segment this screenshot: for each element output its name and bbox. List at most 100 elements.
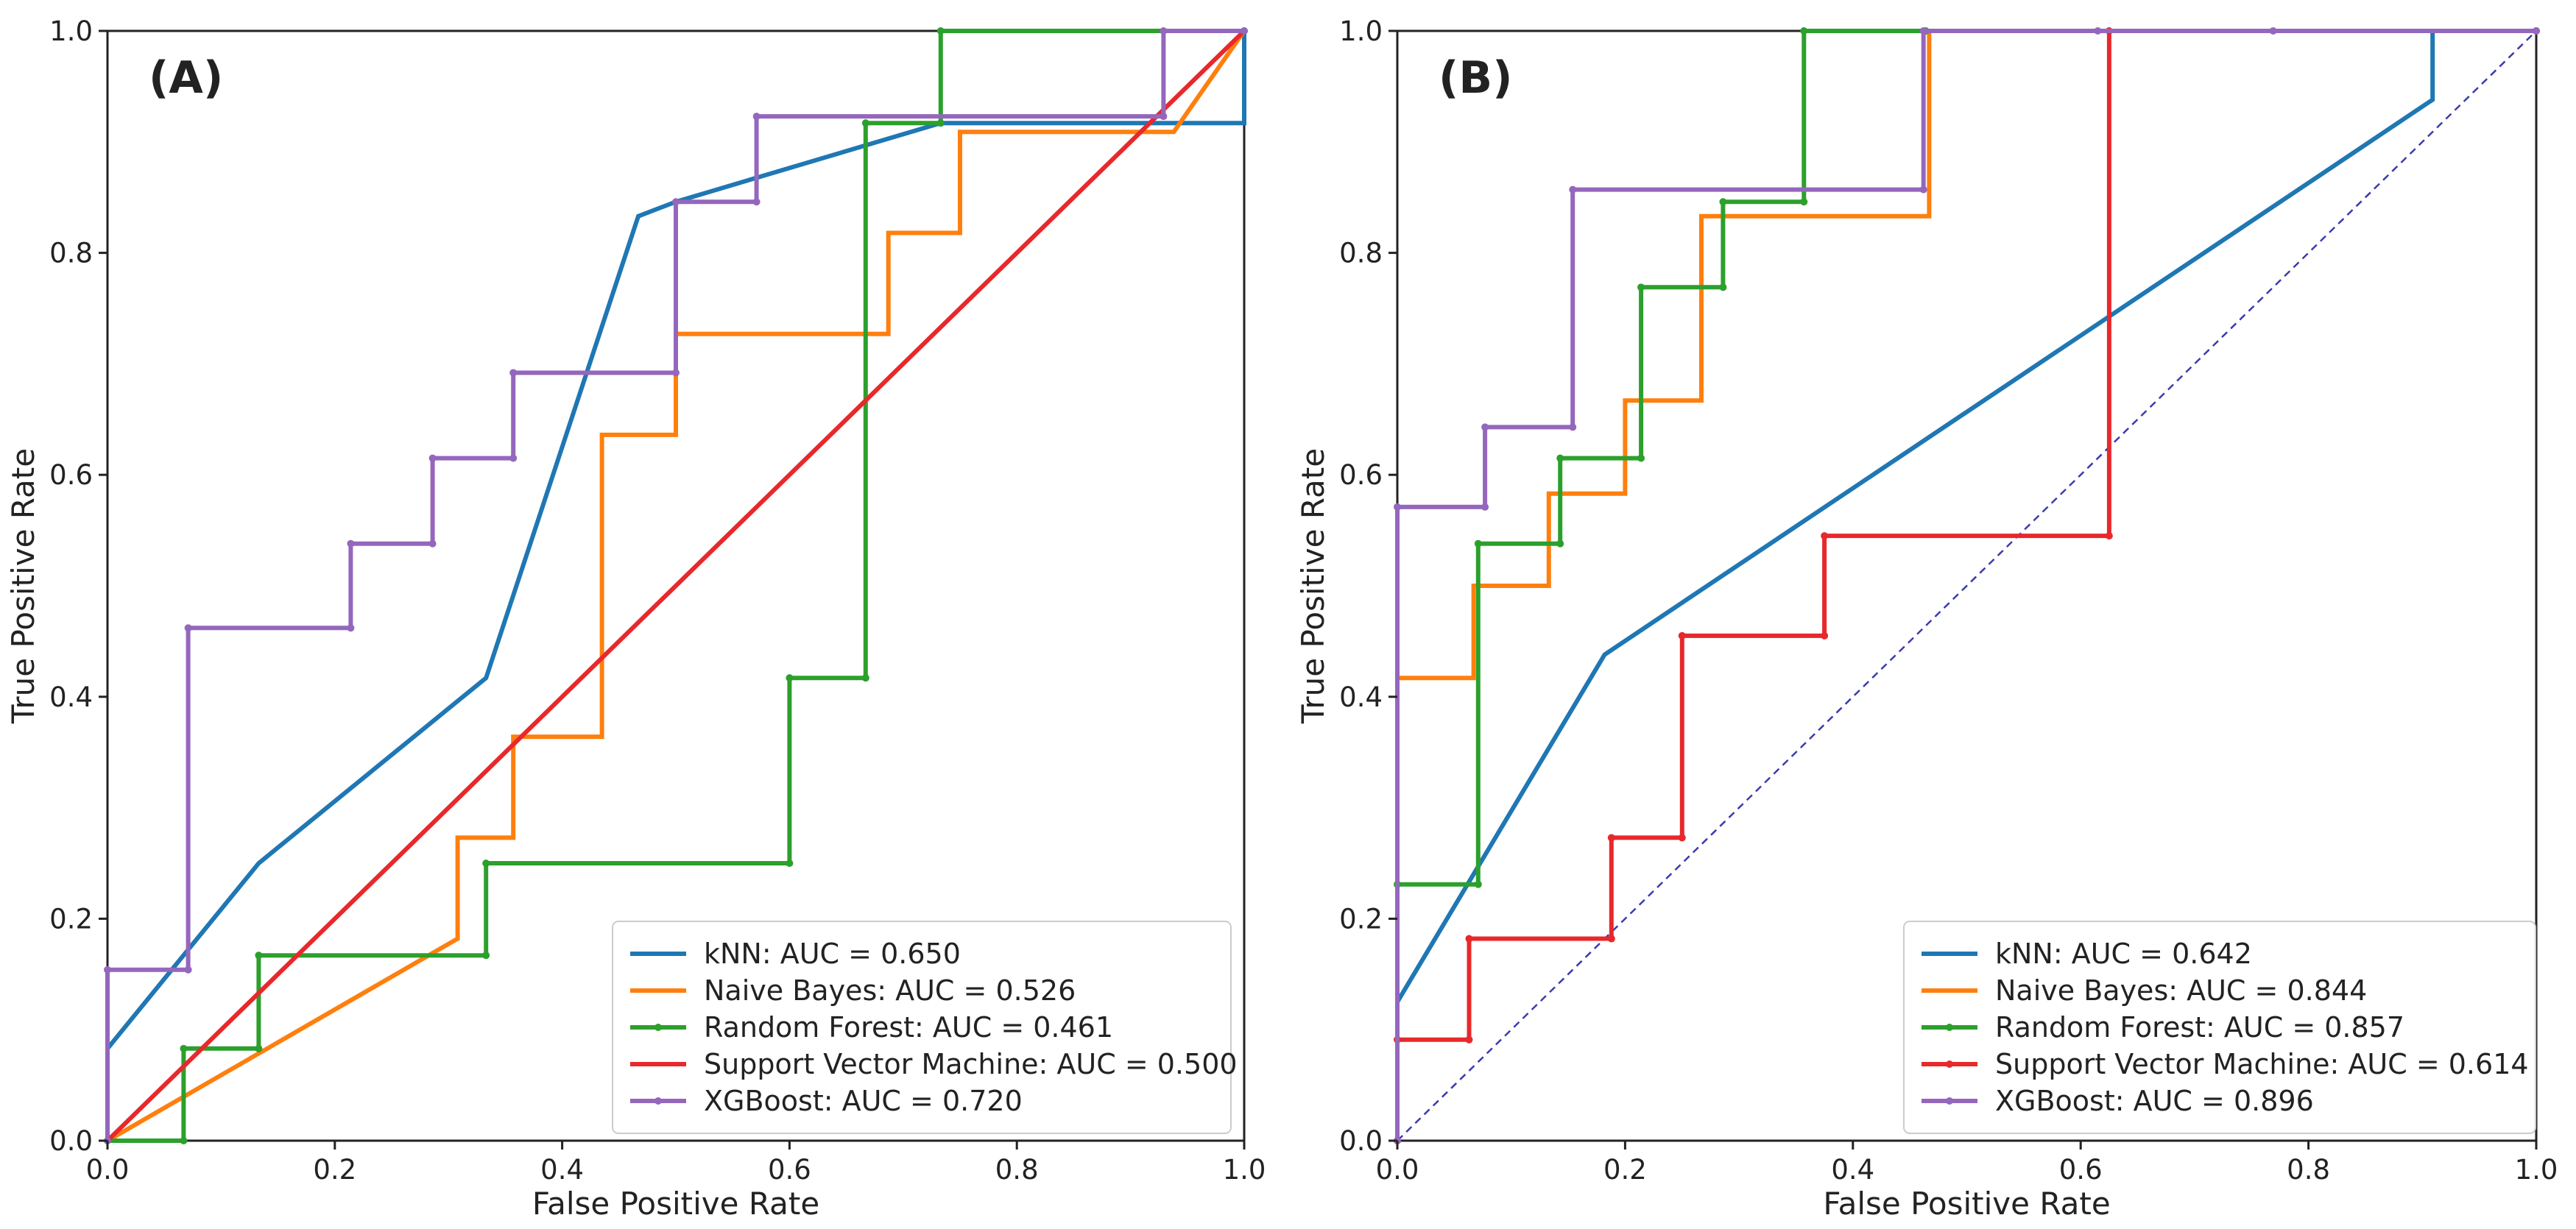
legend-label-naive-bayes: Naive Bayes: AUC = 0.526 (704, 974, 1076, 1007)
legend-entries: kNN: AUC = 0.642 Naive Bayes: AUC = 0.84… (1922, 938, 2529, 1117)
data-point-xgboost (184, 966, 192, 974)
roc-panel-a: 0.0 0.2 0.4 0.6 0.8 1.0 0.0 0.2 0.4 0.6 0.8 1.0 (A)… (5, 15, 1266, 1222)
data-point-random-forest (180, 1137, 188, 1144)
x-tick-label: 0.2 (313, 1154, 356, 1186)
y-tick-label: 0.4 (1339, 681, 1383, 713)
y-tick-label: 0.0 (49, 1125, 93, 1157)
legend-label-xgboost: XGBoost: AUC = 0.720 (704, 1085, 1023, 1117)
legend-marker (1946, 1097, 1953, 1105)
legend-label-random-forest: Random Forest: AUC = 0.857 (1995, 1011, 2404, 1044)
data-point-xgboost (1481, 423, 1489, 431)
panel-label: (A) (149, 52, 223, 104)
legend-label-random-forest: Random Forest: AUC = 0.461 (704, 1011, 1113, 1044)
x-tick-label: 1.0 (2515, 1154, 2558, 1186)
data-point-xgboost (104, 966, 111, 974)
data-point-xgboost (1919, 27, 1927, 35)
data-point-random-forest (255, 1044, 263, 1052)
tick-layer: 0.0 0.2 0.4 0.6 0.8 1.0 0.0 0.2 0.4 0.6 0.8 1.0 (49, 15, 1266, 1186)
y-tick-label: 0.0 (1339, 1125, 1383, 1157)
series-layer (1394, 27, 2540, 1144)
data-point-xgboost (428, 454, 437, 462)
data-point-random-forest (1637, 283, 1645, 291)
chance-diagonal-line (1397, 30, 2537, 1141)
legend-label-svm: Support Vector Machine: AUC = 0.614 (1995, 1048, 2529, 1080)
legend-entry-naive-bayes: Naive Bayes: AUC = 0.844 (1922, 974, 2367, 1007)
data-point-support-vector-machine (1821, 631, 1829, 640)
data-point-random-forest (180, 1044, 188, 1052)
data-point-xgboost (1160, 27, 1168, 35)
y-tick-label: 0.2 (49, 903, 93, 935)
y-tick-label: 0.8 (49, 238, 93, 269)
data-point-xgboost (1160, 113, 1168, 121)
legend-label-naive-bayes: Naive Bayes: AUC = 0.844 (1995, 974, 2367, 1007)
data-point-xgboost (1394, 503, 1401, 511)
legend-entry-random-forest: Random Forest: AUC = 0.461 (630, 1011, 1113, 1044)
data-point-xgboost (1481, 503, 1489, 511)
x-tick-label: 1.0 (1223, 1154, 1266, 1186)
legend-marker (1946, 1060, 1953, 1068)
data-point-support-vector-machine (1821, 532, 1829, 540)
data-point-random-forest (1474, 880, 1482, 888)
data-point-xgboost (2533, 27, 2540, 35)
data-point-xgboost (2094, 27, 2102, 35)
data-point-xgboost (428, 539, 437, 548)
series-layer (104, 27, 1248, 1144)
data-point-xgboost (509, 454, 518, 462)
data-point-xgboost (672, 198, 680, 206)
y-axis-label: True Positive Rate (5, 448, 41, 724)
legend-entry-knn: kNN: AUC = 0.650 (630, 938, 961, 970)
legend-entry-xgboost: XGBoost: AUC = 0.720 (630, 1085, 1023, 1117)
legend-entry-random-forest: Random Forest: AUC = 0.857 (1922, 1011, 2404, 1044)
legend-label-xgboost: XGBoost: AUC = 0.896 (1995, 1085, 2314, 1117)
data-point-random-forest (936, 27, 945, 35)
roc-panel-b: 0.0 0.2 0.4 0.6 0.8 1.0 0.0 0.2 0.4 0.6 0.8 1.0 (B)… (1295, 15, 2558, 1222)
data-point-support-vector-machine (1678, 631, 1686, 640)
plot-frame (106, 29, 1246, 1142)
x-axis-label: False Positive Rate (532, 1186, 819, 1222)
data-point-xgboost (752, 198, 761, 206)
data-point-random-forest (482, 860, 490, 867)
legend-marker (1946, 1024, 1953, 1031)
series-line-support-vector-machine (105, 29, 1246, 1143)
x-tick-label: 0.8 (2287, 1154, 2330, 1186)
legend: kNN: AUC = 0.650 Naive Bayes: AUC = 0.52… (612, 921, 1238, 1134)
y-tick-label: 1.0 (49, 15, 93, 47)
data-point-xgboost (672, 369, 680, 377)
data-point-xgboost (1919, 185, 1927, 194)
x-axis-label: False Positive Rate (1823, 1186, 2110, 1222)
data-point-support-vector-machine (1465, 1035, 1473, 1044)
legend-entries: kNN: AUC = 0.650 Naive Bayes: AUC = 0.52… (630, 938, 1238, 1117)
y-tick-label: 0.4 (49, 681, 93, 713)
series-line-random-forest (1395, 29, 2536, 1141)
x-tick-label: 0.0 (86, 1154, 130, 1186)
y-tick-label: 0.8 (1339, 238, 1383, 269)
data-point-random-forest (1474, 539, 1482, 548)
series-line-naive-bayes (106, 29, 1246, 1143)
data-point-xgboost (509, 369, 518, 377)
legend: kNN: AUC = 0.642 Naive Bayes: AUC = 0.84… (1903, 921, 2536, 1134)
data-point-random-forest (861, 119, 869, 127)
x-tick-label: 0.6 (2059, 1154, 2103, 1186)
data-point-random-forest (1556, 454, 1564, 462)
data-point-random-forest (1719, 198, 1727, 206)
data-point-random-forest (255, 952, 263, 960)
legend-label-knn: kNN: AUC = 0.642 (1995, 938, 2252, 970)
data-point-xgboost (1569, 423, 1577, 431)
legend-entry-knn: kNN: AUC = 0.642 (1922, 938, 2252, 970)
data-point-support-vector-machine (1607, 935, 1615, 943)
data-point-xgboost (2269, 27, 2277, 35)
panel-label: (B) (1439, 52, 1513, 104)
data-point-random-forest (1719, 283, 1727, 291)
data-point-xgboost (347, 539, 355, 548)
legend-label-knn: kNN: AUC = 0.650 (704, 938, 961, 970)
legend-box (1903, 921, 2536, 1134)
data-point-xgboost (184, 624, 192, 632)
y-tick-label: 0.6 (49, 459, 93, 491)
data-point-xgboost (1241, 27, 1248, 35)
data-point-random-forest (1800, 198, 1808, 206)
legend-entry-xgboost: XGBoost: AUC = 0.896 (1922, 1085, 2314, 1117)
x-tick-label: 0.4 (540, 1154, 584, 1186)
legend-label-svm: Support Vector Machine: AUC = 0.500 (704, 1048, 1238, 1080)
data-point-support-vector-machine (1678, 834, 1686, 842)
